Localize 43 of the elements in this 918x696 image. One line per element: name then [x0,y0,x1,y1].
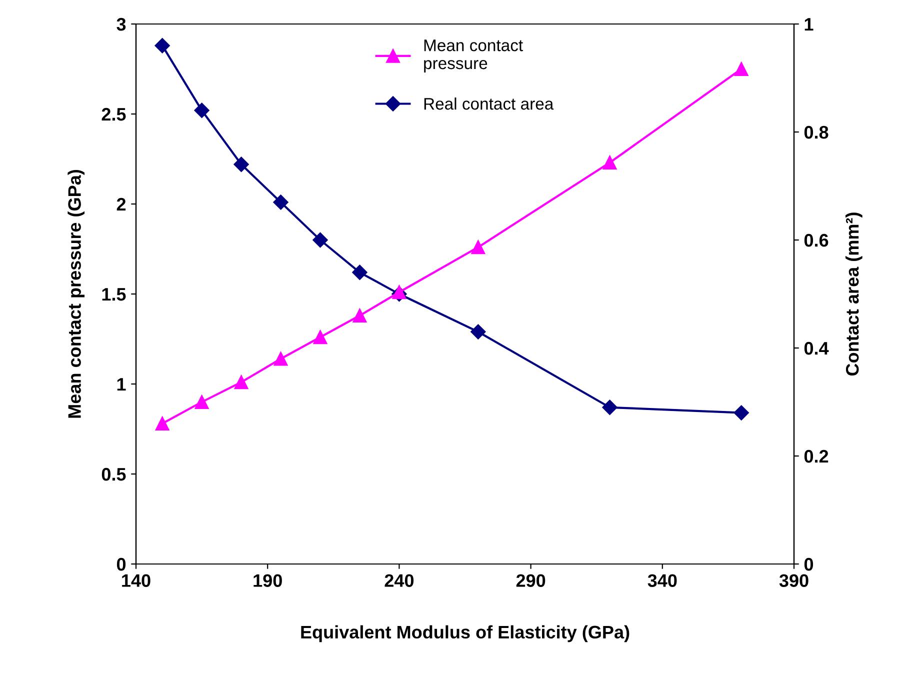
point [602,400,618,415]
y2-tick-label: 0.2 [804,450,828,463]
point [312,232,328,248]
y2-tick-label: 1 [804,18,814,31]
y2-tick-label: 0.4 [804,342,829,355]
y-tick-label: 3 [116,18,126,31]
x-tick-label: 190 [254,574,282,587]
x-tick-label: 140 [122,574,150,587]
point [471,240,486,254]
point [155,416,170,431]
x-tick-label: 340 [648,574,677,588]
point [273,194,288,210]
legend-label: Mean contact pressure [424,40,523,72]
point [274,352,288,366]
point [734,62,748,76]
point [352,308,367,323]
y2-tick-label: 0.6 [804,234,828,247]
y-tick-label: 0 [116,558,126,571]
y-tick-label: 1 [117,378,126,391]
x-axis-title: Equivalent Modulus of Elasticity (GPa) [301,625,630,642]
y-tick-label: 1.5 [102,288,126,301]
point [392,285,406,300]
y2-tick-label: 0 [804,558,814,571]
point [154,38,170,54]
y2-axis-title: Contact area (mm²) [845,212,862,376]
y2-tick-label: 0.8 [804,126,828,139]
y-tick-label: 0.5 [102,468,126,481]
x-tick-label: 240 [384,574,414,587]
point [313,330,328,344]
x-tick-label: 290 [516,574,546,587]
point [734,405,749,420]
point [352,264,368,280]
point [234,375,248,390]
point [194,395,209,409]
y-axis-title: Mean contact pressure (GPa) [68,170,85,418]
y-tick-label: 2.5 [102,108,126,121]
point [194,102,210,118]
x-tick-label: 390 [779,574,808,588]
point [234,156,249,172]
legend-label: Real contact area [424,97,554,110]
y-tick-label: 2 [116,198,126,211]
point [470,324,486,340]
point [602,156,617,170]
